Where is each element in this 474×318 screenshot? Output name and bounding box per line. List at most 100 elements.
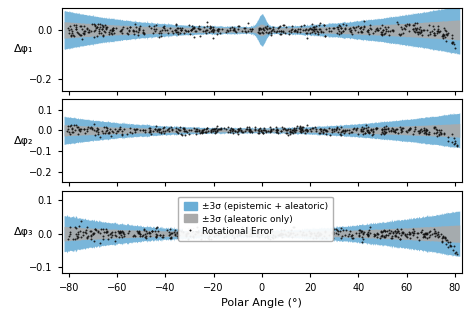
Point xyxy=(433,129,440,135)
Point xyxy=(406,126,413,131)
Point xyxy=(170,229,177,234)
Point xyxy=(448,32,456,38)
Point xyxy=(183,129,191,135)
Point xyxy=(185,127,192,132)
Point xyxy=(411,126,419,131)
Point xyxy=(290,129,298,134)
Point xyxy=(200,231,208,236)
Point xyxy=(329,231,337,236)
Point xyxy=(93,128,101,133)
Point xyxy=(205,233,213,238)
Point xyxy=(453,143,461,148)
Point xyxy=(359,128,366,133)
Point xyxy=(173,30,180,35)
Point xyxy=(335,26,342,31)
Point xyxy=(228,128,236,133)
Point xyxy=(283,127,291,132)
Point xyxy=(365,129,373,135)
Point xyxy=(181,127,188,132)
Point xyxy=(322,132,330,137)
Point xyxy=(345,26,353,31)
Point xyxy=(287,228,295,233)
Point xyxy=(335,24,342,29)
Point xyxy=(329,235,337,240)
Point xyxy=(64,25,72,30)
Point xyxy=(420,234,428,239)
Point xyxy=(74,30,82,35)
Point xyxy=(145,229,153,234)
Point xyxy=(100,28,108,33)
Point xyxy=(439,32,447,38)
Point xyxy=(436,130,444,135)
Point xyxy=(270,236,277,241)
Point xyxy=(387,29,394,34)
Point xyxy=(296,129,303,134)
Point xyxy=(271,233,278,238)
Point xyxy=(97,227,104,232)
Point xyxy=(133,228,141,233)
Point xyxy=(131,127,138,132)
Point xyxy=(93,126,101,131)
Point xyxy=(419,28,427,33)
Point xyxy=(417,230,425,235)
Point xyxy=(135,230,143,235)
Point xyxy=(314,230,322,235)
Point xyxy=(190,25,198,30)
Point xyxy=(317,130,324,135)
Point xyxy=(111,233,118,238)
Point xyxy=(395,31,403,36)
Point xyxy=(83,127,91,132)
Point xyxy=(335,22,343,27)
Point xyxy=(387,128,394,133)
Point xyxy=(410,27,417,32)
Point xyxy=(346,231,353,236)
Point xyxy=(357,30,365,35)
Point xyxy=(277,28,285,33)
Point xyxy=(410,22,418,27)
Point xyxy=(176,127,184,132)
Point xyxy=(446,242,453,247)
Point xyxy=(109,26,116,31)
Point xyxy=(394,228,402,233)
Point xyxy=(360,229,367,234)
Point xyxy=(85,27,93,32)
Point xyxy=(269,126,277,131)
Point xyxy=(342,22,349,27)
Point xyxy=(270,25,277,30)
Point xyxy=(320,127,328,132)
Point xyxy=(164,27,171,32)
Point xyxy=(287,27,294,32)
Point xyxy=(255,30,263,35)
Point xyxy=(363,232,371,237)
Point xyxy=(120,233,128,238)
Point xyxy=(321,33,328,38)
Point xyxy=(351,28,359,33)
Point xyxy=(440,25,447,31)
Point xyxy=(96,135,104,140)
Point xyxy=(303,128,311,133)
Point xyxy=(230,231,238,236)
Point xyxy=(91,121,98,127)
Point xyxy=(427,31,434,36)
Point xyxy=(67,33,75,38)
Point xyxy=(326,233,333,238)
Point xyxy=(317,26,324,31)
Point xyxy=(133,127,140,132)
Point xyxy=(74,124,82,129)
Point xyxy=(127,24,134,30)
Point xyxy=(350,25,357,31)
Point xyxy=(392,234,400,239)
Point xyxy=(232,128,239,133)
Point xyxy=(228,126,236,131)
Point xyxy=(141,130,148,135)
Point xyxy=(255,229,263,234)
Point xyxy=(418,32,426,38)
Point xyxy=(345,131,352,136)
Point xyxy=(368,132,375,137)
Point xyxy=(279,127,286,132)
Point xyxy=(180,30,188,35)
Point xyxy=(109,129,116,135)
Point xyxy=(440,33,448,38)
Point xyxy=(372,27,380,32)
Point xyxy=(169,30,176,35)
